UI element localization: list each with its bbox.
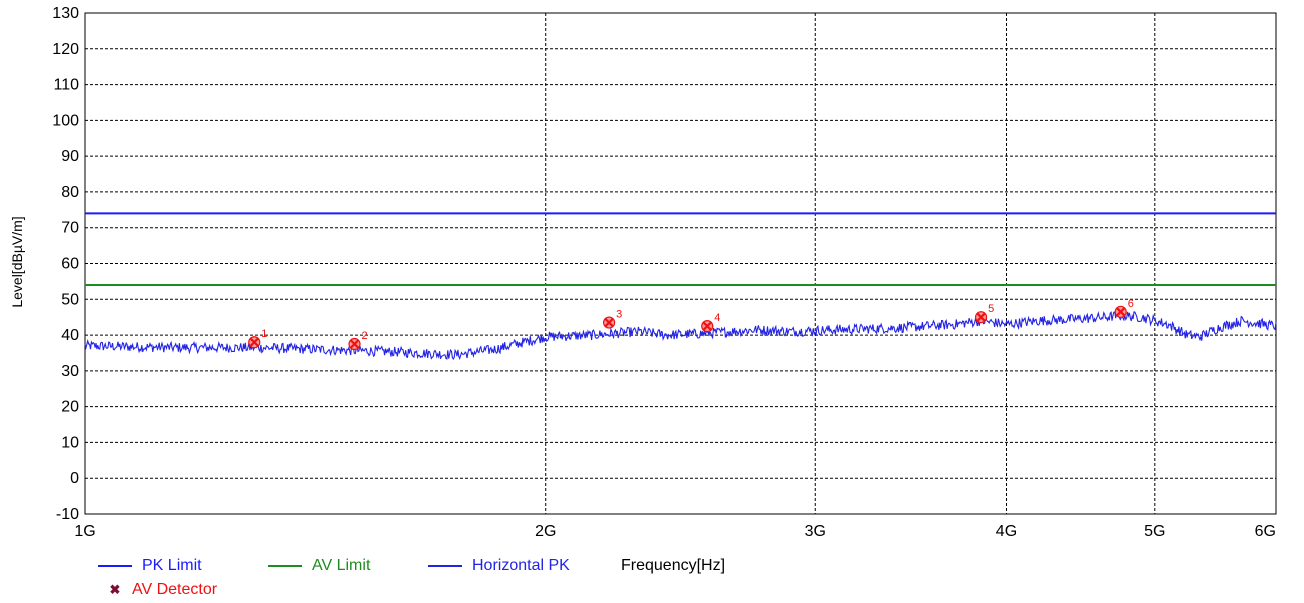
y-tick-label: 10 [61, 434, 79, 451]
horizontal-pk-trace [84, 310, 1277, 361]
y-tick-label: 70 [61, 220, 79, 237]
y-tick-label: 120 [52, 41, 79, 58]
pk-limit-label: PK Limit [142, 557, 202, 574]
y-tick-label: 60 [61, 256, 79, 273]
cross-icon [1115, 307, 1126, 317]
marker-label: 2 [362, 330, 368, 342]
frequency-label: Frequency[Hz] [621, 557, 726, 574]
marker-label: 4 [714, 312, 720, 324]
y-tick-label: 50 [61, 291, 79, 308]
grid [85, 13, 1276, 514]
legend-pk-limit: PK Limit [98, 557, 202, 575]
pk-limit-swatch [98, 565, 132, 567]
y-tick-label: -10 [56, 506, 79, 523]
cross-icon: ✖ [109, 582, 121, 597]
y-tick-label: 90 [61, 148, 79, 165]
marker-label: 6 [1128, 298, 1134, 310]
y-axis-ticks: -10 0 10 20 30 40 50 60 70 80 90 100 110 120 130 [52, 5, 79, 523]
av-detector-point: 4 [701, 312, 720, 333]
x-axis-label: Frequency[Hz] [621, 557, 725, 575]
y-tick-label: 100 [52, 112, 79, 129]
av-limit-label: AV Limit [312, 557, 371, 574]
legend-horizontal-pk: Horizontal PK [428, 557, 570, 575]
series-layer [84, 212, 1277, 361]
y-tick-label: 20 [61, 399, 79, 416]
x-tick-label: 2G [535, 523, 556, 540]
cross-icon [702, 321, 713, 331]
y-tick-label: 30 [61, 363, 79, 380]
cross-icon [976, 312, 986, 322]
legend-av-detector: ✖ AV Detector [108, 581, 218, 599]
av-detector-point: 5 [974, 303, 994, 324]
y-tick-label: 0 [70, 470, 79, 487]
y-tick-label: 80 [61, 184, 79, 201]
horizontal-pk-swatch [428, 565, 462, 567]
horizontal-pk-label: Horizontal PK [472, 557, 570, 574]
cross-icon [604, 317, 614, 328]
av-detector-point: 1 [248, 328, 267, 349]
y-tick-label: 40 [61, 327, 79, 344]
marker-label: 3 [616, 309, 622, 321]
marker-label: 5 [988, 303, 994, 315]
av-detector-point: 3 [602, 309, 622, 329]
x-axis-ticks: 1G 2G 3G 4G 5G 6G [74, 523, 1276, 540]
x-tick-label: 5G [1144, 523, 1165, 540]
av-detector-point: 6 [1114, 298, 1134, 318]
av-limit-swatch [268, 565, 302, 567]
legend-av-limit: AV Limit [268, 557, 370, 575]
x-tick-label: 4G [996, 523, 1017, 540]
marker-label: 1 [261, 328, 267, 340]
y-axis-label: Level[dBµV/m] [9, 216, 25, 307]
av-detector-markers: 1 2 3 4 5 6 [248, 298, 1134, 351]
y-tick-label: 110 [53, 77, 79, 94]
cross-icon [349, 339, 360, 349]
av-detector-label: AV Detector [132, 581, 218, 598]
cross-icon [249, 337, 260, 348]
x-tick-label: 3G [805, 523, 826, 540]
x-tick-label: 1G [74, 523, 95, 540]
y-tick-label: 130 [52, 5, 79, 22]
av-detector-point: 2 [348, 330, 368, 351]
x-tick-label: 6G [1255, 523, 1276, 540]
